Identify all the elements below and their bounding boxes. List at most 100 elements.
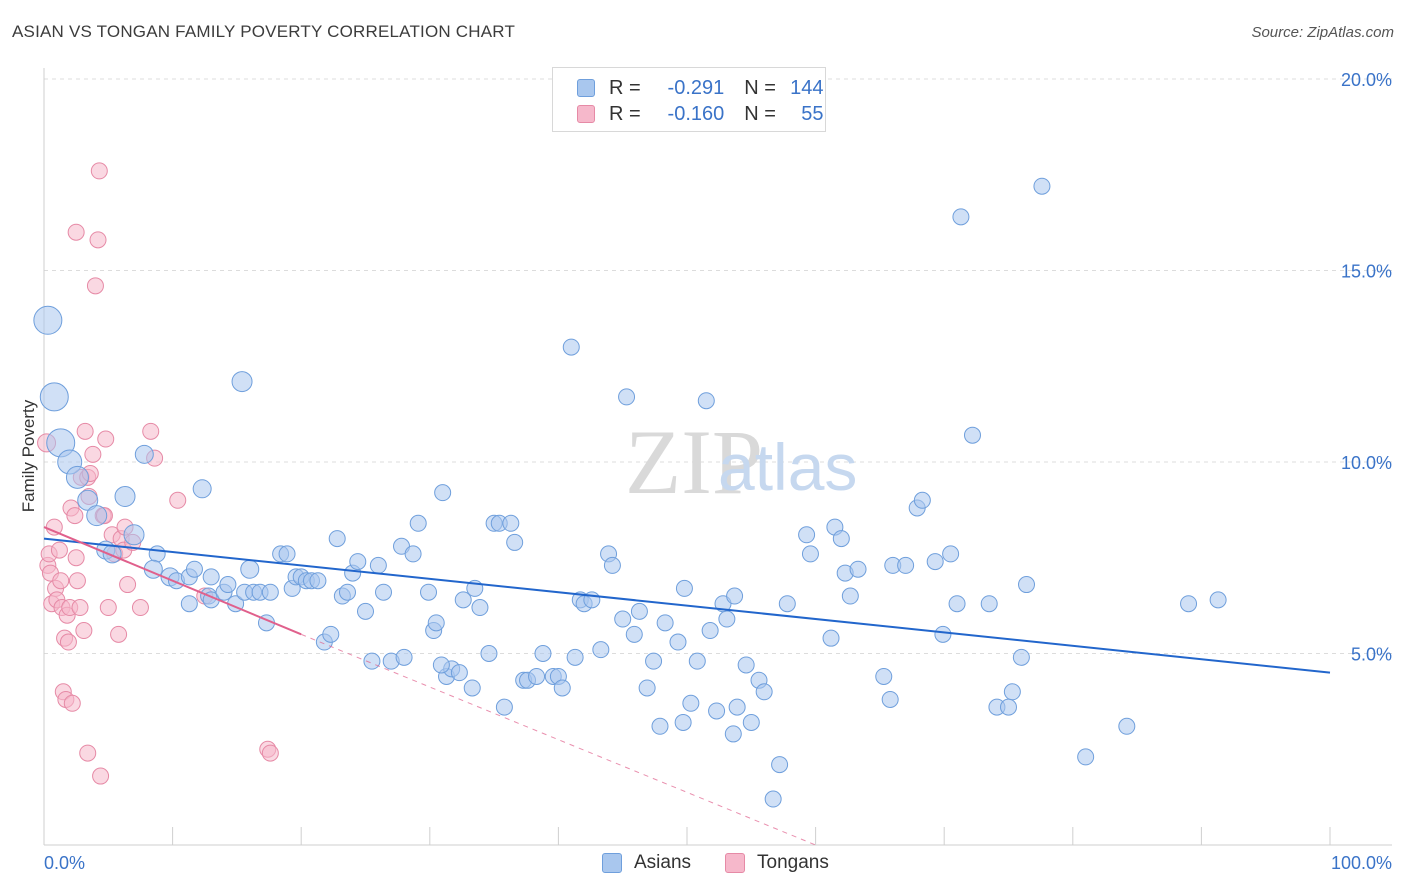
asian-point xyxy=(755,683,773,701)
asian-point xyxy=(822,629,840,647)
asian-point xyxy=(764,790,782,808)
tick-labels: 5.0% 10.0% 15.0% 20.0% 0.0% 100.0% xyxy=(44,70,1392,873)
tongan-point xyxy=(50,541,68,559)
tongan-point xyxy=(261,744,279,762)
tongan-point xyxy=(90,162,108,180)
asian-point xyxy=(528,667,546,685)
asian-point xyxy=(771,756,789,774)
asian-point xyxy=(926,553,944,571)
asian-point xyxy=(897,556,915,574)
legend-item-asians[interactable]: Asians xyxy=(602,852,691,874)
x-tick-label: 0.0% xyxy=(44,853,85,873)
asian-point xyxy=(651,717,669,735)
series-legend: Asians Tongans xyxy=(602,852,863,874)
watermark-atlas: atlas xyxy=(718,430,857,504)
asians-legend-label: Asians xyxy=(634,852,692,873)
source-label: Source: ZipAtlas.com xyxy=(1251,24,1394,41)
asian-point xyxy=(566,648,584,666)
asian-point xyxy=(434,484,452,502)
tongan-point xyxy=(68,572,86,590)
asian-point xyxy=(427,614,445,632)
asian-point xyxy=(630,602,648,620)
asian-point xyxy=(185,560,203,578)
asian-point xyxy=(148,545,166,563)
asian-point xyxy=(708,702,726,720)
asian-point xyxy=(471,599,489,617)
asian-point xyxy=(240,559,260,579)
asian-point xyxy=(881,690,899,708)
asian-point xyxy=(638,679,656,697)
tongans-n-label: N = xyxy=(744,102,776,125)
asian-point xyxy=(562,338,580,356)
asian-point xyxy=(180,595,198,613)
asian-point xyxy=(1018,576,1036,594)
asian-point xyxy=(952,208,970,226)
asian-point xyxy=(123,524,145,546)
tongans-n-value: 55 xyxy=(801,102,824,125)
tongan-point xyxy=(75,622,93,640)
asian-point xyxy=(328,530,346,548)
asian-point xyxy=(625,625,643,643)
asian-point xyxy=(603,556,621,574)
tongan-point xyxy=(71,599,89,617)
asian-point xyxy=(934,625,952,643)
x-tick-label: 100.0% xyxy=(1331,853,1392,873)
legend-row-tongans: R = -0.160 N = 55 xyxy=(577,103,824,125)
asian-point xyxy=(737,656,755,674)
legend-row-asians: R = -0.291 N = 144 xyxy=(577,77,824,99)
asians-trendline xyxy=(43,537,1331,674)
asian-point xyxy=(1000,698,1017,716)
tongan-point xyxy=(79,744,97,762)
asian-point xyxy=(688,652,706,670)
asian-point xyxy=(963,426,981,444)
tongan-point xyxy=(76,422,94,440)
tongan-point xyxy=(97,430,115,448)
asian-point xyxy=(192,479,212,499)
asian-point xyxy=(65,465,89,489)
tongan-point xyxy=(59,633,77,651)
asian-point xyxy=(357,602,374,620)
asian-point xyxy=(420,583,438,601)
asian-point xyxy=(375,583,393,601)
asian-point xyxy=(219,576,237,594)
asian-point xyxy=(278,545,296,563)
asian-point xyxy=(309,572,327,590)
asian-point xyxy=(261,583,279,601)
axes xyxy=(43,68,1392,846)
asian-point xyxy=(322,625,340,643)
asians-r-value: -0.291 xyxy=(667,76,725,99)
asian-point xyxy=(369,556,387,574)
asians-swatch xyxy=(577,79,595,97)
asian-point xyxy=(404,545,422,563)
asian-point xyxy=(798,526,816,544)
tongan-point xyxy=(63,694,81,712)
tongan-point xyxy=(110,625,128,643)
tongan-point xyxy=(119,576,137,594)
legend-item-tongans[interactable]: Tongans xyxy=(725,852,829,874)
asians-r-label: R = xyxy=(609,76,641,99)
tongans-r-label: R = xyxy=(609,102,641,125)
asian-point xyxy=(948,595,966,613)
asian-point xyxy=(614,610,632,628)
asian-point xyxy=(450,664,468,682)
asian-point xyxy=(682,694,700,712)
asian-point xyxy=(980,595,998,613)
asian-point xyxy=(656,614,674,632)
asian-point xyxy=(726,587,744,605)
asian-point xyxy=(697,392,715,410)
tongans-r-value: -0.160 xyxy=(667,102,725,125)
asian-point xyxy=(1180,595,1198,613)
trendlines xyxy=(43,526,1331,846)
asian-point xyxy=(202,568,220,586)
asian-point xyxy=(1012,648,1030,666)
asian-point xyxy=(506,533,524,551)
asian-point xyxy=(742,713,760,731)
asian-points xyxy=(33,177,1227,808)
asian-point xyxy=(669,633,687,651)
asian-point xyxy=(718,610,736,628)
y-tick-label: 15.0% xyxy=(1341,262,1392,282)
asian-point xyxy=(1033,177,1051,195)
asians-legend-swatch xyxy=(602,853,622,873)
asian-point xyxy=(553,679,571,697)
